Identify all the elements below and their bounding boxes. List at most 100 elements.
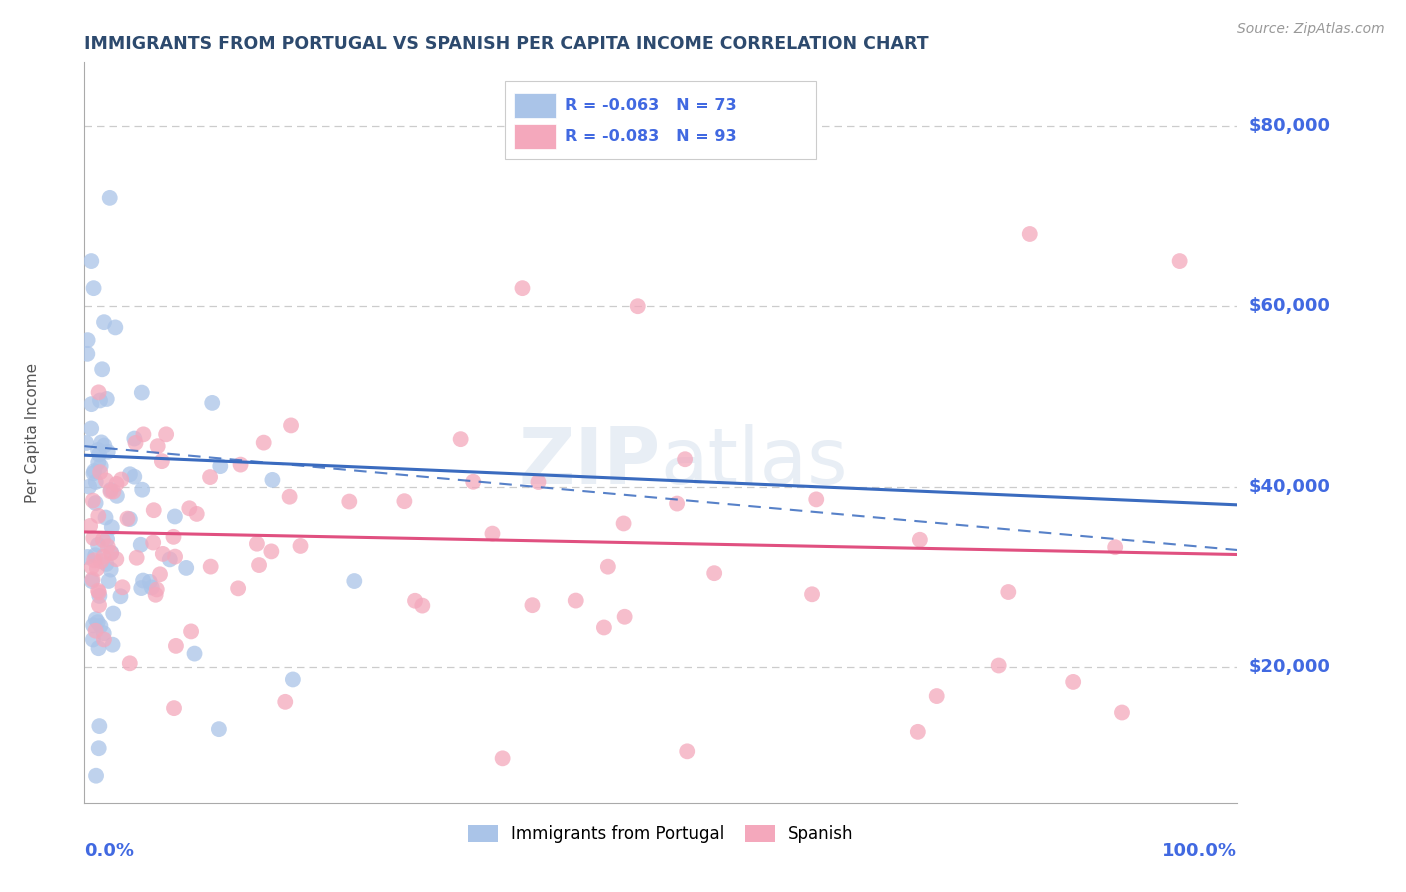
Point — [82, 493, 104, 508]
Point — [209, 459, 232, 474]
Point — [110, 473, 132, 487]
Point — [89, 465, 111, 479]
Point — [87, 598, 110, 612]
Point — [129, 581, 152, 595]
Point — [118, 657, 141, 671]
Text: 0.0%: 0.0% — [84, 842, 135, 860]
Point — [703, 566, 725, 581]
Point — [103, 484, 125, 499]
Point — [87, 641, 110, 656]
Point — [987, 658, 1010, 673]
Point — [159, 552, 181, 566]
Point — [93, 632, 115, 647]
Point — [481, 526, 503, 541]
Point — [132, 427, 155, 442]
Point — [76, 333, 98, 347]
Point — [163, 701, 186, 715]
FancyBboxPatch shape — [505, 81, 817, 159]
Point — [118, 512, 141, 526]
Point — [247, 558, 270, 572]
Point — [90, 554, 112, 568]
Point — [103, 607, 125, 621]
Point — [94, 474, 117, 488]
Point — [179, 501, 201, 516]
Point — [145, 588, 167, 602]
Point — [82, 467, 104, 481]
Point — [100, 484, 122, 499]
Point — [100, 546, 122, 560]
Point — [90, 459, 112, 474]
Point — [87, 448, 110, 462]
Text: ZIP: ZIP — [519, 425, 661, 500]
Point — [290, 539, 312, 553]
Point — [84, 624, 107, 638]
Point — [89, 619, 111, 633]
Point — [200, 559, 222, 574]
Point — [77, 480, 100, 494]
Point — [343, 574, 366, 588]
Point — [198, 470, 221, 484]
Text: $40,000: $40,000 — [1249, 478, 1330, 496]
Point — [208, 722, 231, 736]
Point — [86, 562, 108, 576]
Point — [125, 550, 148, 565]
Point — [104, 320, 127, 334]
Point — [801, 587, 824, 601]
Point — [806, 492, 828, 507]
Point — [124, 436, 146, 450]
Point — [93, 549, 115, 564]
Legend: Immigrants from Portugal, Spanish: Immigrants from Portugal, Spanish — [461, 819, 860, 850]
Point — [82, 531, 104, 545]
Point — [146, 439, 169, 453]
Point — [97, 539, 120, 553]
Point — [450, 432, 472, 446]
Point — [83, 553, 105, 567]
Point — [1062, 674, 1084, 689]
Point — [89, 589, 111, 603]
Point — [96, 557, 118, 571]
Text: $60,000: $60,000 — [1249, 297, 1330, 315]
Text: IMMIGRANTS FROM PORTUGAL VS SPANISH PER CAPITA INCOME CORRELATION CHART: IMMIGRANTS FROM PORTUGAL VS SPANISH PER … — [84, 35, 929, 53]
Point — [100, 546, 122, 560]
Text: Per Capita Income: Per Capita Income — [25, 362, 39, 503]
Point — [613, 516, 636, 531]
Point — [132, 574, 155, 588]
Point — [105, 552, 128, 566]
Text: Source: ZipAtlas.com: Source: ZipAtlas.com — [1237, 22, 1385, 37]
Point — [86, 615, 108, 630]
Text: atlas: atlas — [661, 425, 848, 500]
Point — [87, 585, 110, 599]
Point — [139, 574, 162, 589]
Point — [394, 494, 416, 508]
Point — [87, 455, 110, 469]
Point — [411, 599, 433, 613]
Point — [1104, 540, 1126, 554]
Point — [627, 299, 650, 313]
Point — [96, 392, 118, 406]
Point — [527, 475, 550, 489]
Point — [165, 639, 187, 653]
Point — [666, 497, 689, 511]
Point — [155, 427, 177, 442]
Point — [278, 490, 301, 504]
Point — [93, 626, 115, 640]
Point — [80, 560, 103, 574]
Point — [91, 362, 114, 376]
Point — [142, 535, 165, 549]
Point — [100, 563, 122, 577]
Point — [84, 769, 107, 783]
Point — [111, 580, 134, 594]
Point — [337, 494, 360, 508]
Point — [142, 503, 165, 517]
Point — [97, 444, 120, 458]
Point — [101, 520, 124, 534]
Point — [1111, 706, 1133, 720]
Point — [87, 583, 110, 598]
Point — [246, 537, 269, 551]
Point — [76, 347, 98, 361]
Point — [150, 454, 173, 468]
Point — [512, 281, 534, 295]
Point — [281, 673, 304, 687]
Point — [84, 548, 107, 562]
Point — [100, 483, 122, 497]
